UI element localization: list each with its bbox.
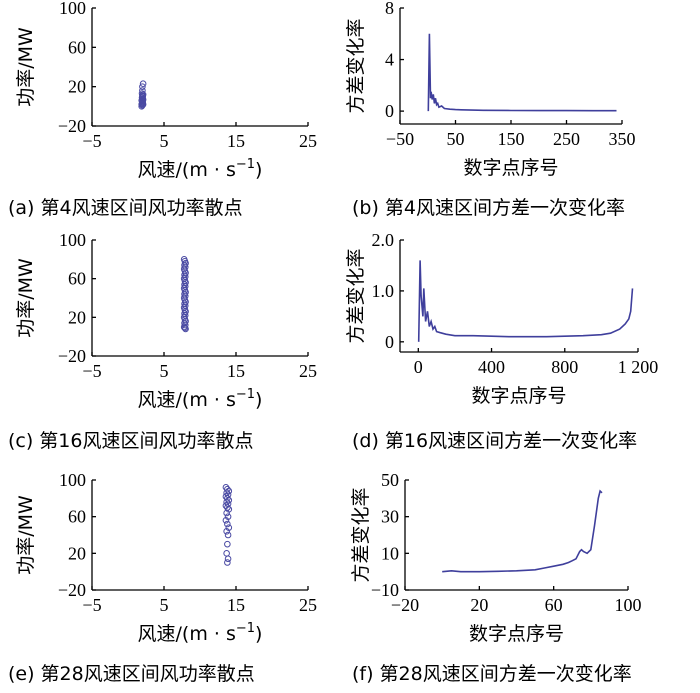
scatter-point bbox=[222, 517, 230, 524]
scatter-point bbox=[139, 87, 146, 94]
x-axis-label: 数字点序号 bbox=[471, 385, 566, 407]
x-axis-label: 风速/(m · s−1) bbox=[138, 157, 263, 181]
scatter-point bbox=[224, 555, 232, 563]
y-tick-label: 100 bbox=[59, 0, 86, 18]
scatter-point bbox=[224, 520, 231, 528]
x-tick-label: 15 bbox=[227, 361, 245, 381]
scatter-point bbox=[182, 325, 189, 333]
scatter-point bbox=[180, 323, 188, 331]
x-tick-label: 25 bbox=[299, 595, 317, 615]
x-axis-label: 风速/(m · s−1) bbox=[138, 387, 263, 411]
x-tick-label: −5 bbox=[82, 361, 101, 381]
x-tick-label: 150 bbox=[498, 129, 525, 149]
y-axis-label: 方差变化率 bbox=[345, 18, 367, 113]
x-axis-label: 数字点序号 bbox=[463, 157, 558, 179]
scatter-point bbox=[181, 324, 189, 332]
x-tick-label: −50 bbox=[386, 129, 414, 149]
series-line bbox=[427, 33, 617, 112]
panel-caption: (a) 第4风速区间风功率散点 bbox=[8, 197, 243, 219]
x-tick-label: 25 bbox=[299, 361, 317, 381]
scatter-point bbox=[225, 496, 233, 504]
y-tick-label: −20 bbox=[58, 346, 86, 366]
y-tick-label: 30 bbox=[381, 507, 399, 527]
series-line bbox=[442, 489, 603, 573]
y-tick-label: 60 bbox=[68, 507, 86, 527]
y-tick-label: 2.0 bbox=[372, 230, 395, 250]
scatter-point bbox=[223, 550, 230, 557]
x-tick-label: −20 bbox=[391, 595, 419, 615]
scatter-point bbox=[224, 540, 231, 548]
y-tick-label: 0 bbox=[385, 332, 394, 352]
y-tick-label: 10 bbox=[381, 543, 399, 563]
x-tick-label: 25 bbox=[299, 131, 317, 151]
x-tick-label: 15 bbox=[227, 595, 245, 615]
y-tick-label: 1.0 bbox=[372, 281, 395, 301]
scatter-point bbox=[139, 83, 146, 90]
series-line bbox=[417, 260, 634, 342]
y-tick-label: −20 bbox=[58, 116, 86, 136]
y-tick-label: 8 bbox=[385, 0, 394, 18]
x-tick-label: 0 bbox=[414, 357, 423, 377]
y-axis-label: 功率/MW bbox=[15, 27, 37, 107]
x-tick-label: 50 bbox=[447, 129, 465, 149]
scatter-point bbox=[223, 509, 230, 517]
x-tick-label: 15 bbox=[227, 131, 245, 151]
y-tick-label: 20 bbox=[68, 77, 86, 97]
panel-caption: (e) 第28风速区间风功率散点 bbox=[8, 663, 255, 685]
y-tick-label: 4 bbox=[385, 50, 394, 70]
x-tick-label: 250 bbox=[553, 129, 580, 149]
y-axis-label: 方差变化率 bbox=[350, 487, 372, 582]
x-axis-label: 数字点序号 bbox=[469, 623, 564, 645]
y-tick-label: −10 bbox=[371, 580, 399, 600]
x-tick-label: 5 bbox=[160, 131, 169, 151]
x-tick-label: 60 bbox=[545, 595, 563, 615]
x-tick-label: 20 bbox=[470, 595, 488, 615]
scatter-point bbox=[225, 524, 233, 531]
scatter-point bbox=[224, 559, 231, 566]
y-axis-label: 功率/MW bbox=[15, 258, 37, 338]
scatter-point bbox=[225, 487, 233, 495]
x-tick-label: 800 bbox=[551, 357, 578, 377]
y-axis-label: 方差变化率 bbox=[345, 248, 367, 343]
y-tick-label: 20 bbox=[68, 543, 86, 563]
scatter-point bbox=[223, 528, 230, 535]
x-tick-label: 5 bbox=[160, 595, 169, 615]
scatter-point bbox=[138, 90, 146, 97]
chart-c: −20 20 60 100 −5 5 15 25 功率/MW 风速/(m · s−1) (c) 第1… bbox=[8, 230, 317, 452]
chart-e: −20 20 60 100 −5 5 15 25 功率/MW 风速/(m · s−1) (e) 第2… bbox=[8, 470, 317, 685]
x-tick-label: −5 bbox=[82, 595, 101, 615]
scatter-point bbox=[225, 506, 233, 513]
chart-a: −20 20 60 100 −5 5 15 25 功率/MW 风速/(m · s−1) (a) 第4… bbox=[8, 0, 317, 219]
scatter-point bbox=[139, 97, 147, 104]
x-tick-label: 100 bbox=[615, 595, 642, 615]
y-tick-label: 100 bbox=[59, 470, 86, 490]
scatter-point bbox=[224, 513, 232, 520]
scatter-point bbox=[224, 531, 232, 539]
scatter-point bbox=[139, 80, 147, 88]
panel-caption: (d) 第16风速区间方差一次变化率 bbox=[352, 430, 637, 452]
y-axis-label: 功率/MW bbox=[15, 495, 37, 575]
x-tick-label: 1 200 bbox=[618, 357, 659, 377]
x-axis-label: 风速/(m · s−1) bbox=[138, 621, 263, 645]
panel-caption: (b) 第4风速区间方差一次变化率 bbox=[352, 197, 625, 219]
y-tick-label: 20 bbox=[68, 307, 86, 327]
y-tick-label: 0 bbox=[385, 101, 394, 121]
y-tick-label: 60 bbox=[68, 37, 86, 57]
panel-caption: (f) 第28风速区间方差一次变化率 bbox=[352, 663, 632, 685]
x-tick-label: −5 bbox=[82, 131, 101, 151]
x-tick-label: 5 bbox=[160, 361, 169, 381]
y-tick-label: −20 bbox=[58, 580, 86, 600]
x-tick-label: 350 bbox=[609, 129, 636, 149]
panel-caption: (c) 第16风速区间风功率散点 bbox=[8, 430, 254, 452]
y-tick-label: 100 bbox=[59, 230, 86, 250]
y-tick-label: 60 bbox=[68, 269, 86, 289]
x-tick-label: 400 bbox=[478, 357, 505, 377]
y-tick-label: 50 bbox=[381, 470, 399, 490]
